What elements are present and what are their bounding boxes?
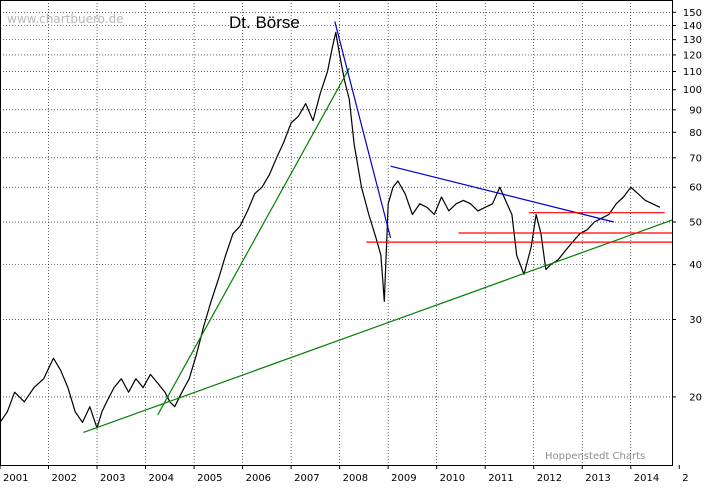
y-tick-label: 70 xyxy=(689,153,702,164)
plot-frame xyxy=(0,0,673,466)
watermark: www.chartbuero.de xyxy=(7,12,124,26)
trendline xyxy=(334,21,392,239)
x-tick-label: 2 xyxy=(682,473,688,484)
y-tick-label: 100 xyxy=(683,85,702,96)
x-tick-label: 2008 xyxy=(343,473,368,484)
y-tick-label: 30 xyxy=(689,315,702,326)
y-tick-label: 120 xyxy=(683,50,702,61)
x-tick-label: 2005 xyxy=(197,473,222,484)
y-tick-label: 20 xyxy=(689,392,702,403)
x-tick-label: 2003 xyxy=(100,473,125,484)
x-tick-label: 2009 xyxy=(391,473,416,484)
x-tick-label: 2010 xyxy=(440,473,465,484)
x-tick-label: 2002 xyxy=(52,473,77,484)
y-axis: 20 30 40 50 60 70 80 90 100 110 120 130 140 150 xyxy=(672,8,702,403)
x-tick-label: 2011 xyxy=(488,473,513,484)
price-line xyxy=(0,31,661,429)
y-tick-label: 80 xyxy=(689,128,702,139)
series-layer xyxy=(0,31,661,429)
y-tick-label: 40 xyxy=(689,260,702,271)
x-tick-label: 2001 xyxy=(3,473,28,484)
chart-title: Dt. Börse xyxy=(229,13,300,32)
trendline xyxy=(83,219,673,434)
x-tick-label: 2014 xyxy=(634,473,659,484)
y-tick-label: 140 xyxy=(683,21,702,32)
x-tick-label: 2012 xyxy=(537,473,562,484)
y-tick-label: 60 xyxy=(689,183,702,194)
y-tick-label: 50 xyxy=(689,218,702,229)
x-tick-label: 2004 xyxy=(149,473,174,484)
x-tick-label: 2006 xyxy=(246,473,271,484)
x-tick-label: 2007 xyxy=(294,473,319,484)
y-tick-label: 150 xyxy=(683,8,702,19)
trendline-layer xyxy=(83,21,673,434)
x-tick-label: 2013 xyxy=(585,473,610,484)
grid xyxy=(0,0,672,465)
y-tick-label: 90 xyxy=(689,105,702,116)
trendline xyxy=(157,67,350,416)
source-credit: Hoppenstedt Charts xyxy=(545,451,645,462)
y-tick-label: 130 xyxy=(683,35,702,46)
y-tick-label: 110 xyxy=(683,67,702,78)
x-axis: 2001 2002 2003 2004 2005 2006 2007 2008 2009 2010… xyxy=(0,465,689,484)
